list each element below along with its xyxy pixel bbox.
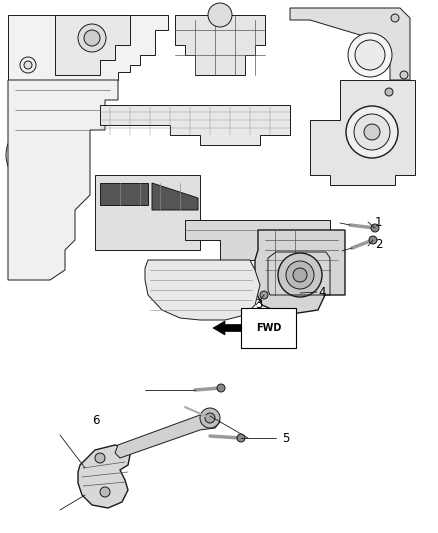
Polygon shape	[78, 445, 130, 508]
Polygon shape	[255, 230, 345, 315]
Text: 6: 6	[92, 414, 99, 426]
Circle shape	[208, 3, 232, 27]
Polygon shape	[8, 15, 168, 80]
Polygon shape	[145, 260, 260, 320]
Circle shape	[391, 14, 399, 22]
Circle shape	[95, 453, 105, 463]
Text: 3: 3	[255, 298, 262, 311]
Polygon shape	[310, 80, 415, 185]
Circle shape	[278, 253, 322, 297]
Circle shape	[205, 413, 215, 423]
Text: 5: 5	[282, 432, 290, 445]
Circle shape	[28, 145, 48, 165]
Circle shape	[400, 71, 408, 79]
Text: FWD: FWD	[256, 323, 281, 333]
Circle shape	[20, 57, 36, 73]
Circle shape	[78, 24, 106, 52]
Circle shape	[364, 124, 380, 140]
Circle shape	[237, 434, 245, 442]
Circle shape	[16, 133, 60, 177]
Circle shape	[6, 123, 70, 187]
Text: 1: 1	[375, 215, 382, 229]
Circle shape	[100, 487, 110, 497]
Circle shape	[84, 30, 100, 46]
Polygon shape	[8, 80, 118, 280]
Circle shape	[385, 88, 393, 96]
Circle shape	[260, 291, 268, 299]
Polygon shape	[115, 412, 220, 458]
Polygon shape	[95, 175, 200, 250]
Polygon shape	[152, 183, 198, 210]
Circle shape	[371, 224, 379, 232]
Text: 4: 4	[318, 287, 325, 300]
Polygon shape	[8, 8, 420, 315]
Polygon shape	[175, 15, 265, 75]
Circle shape	[200, 408, 220, 428]
Circle shape	[354, 114, 390, 150]
Polygon shape	[100, 183, 148, 205]
Circle shape	[24, 61, 32, 69]
Text: 2: 2	[375, 238, 382, 252]
Circle shape	[346, 106, 398, 158]
Polygon shape	[55, 15, 130, 75]
Circle shape	[293, 268, 307, 282]
Circle shape	[369, 236, 377, 244]
Circle shape	[348, 33, 392, 77]
Circle shape	[286, 261, 314, 289]
Polygon shape	[185, 220, 330, 260]
Circle shape	[217, 384, 225, 392]
Polygon shape	[100, 105, 290, 145]
Circle shape	[355, 40, 385, 70]
Polygon shape	[290, 8, 410, 80]
Circle shape	[34, 151, 42, 159]
FancyArrow shape	[213, 321, 253, 335]
